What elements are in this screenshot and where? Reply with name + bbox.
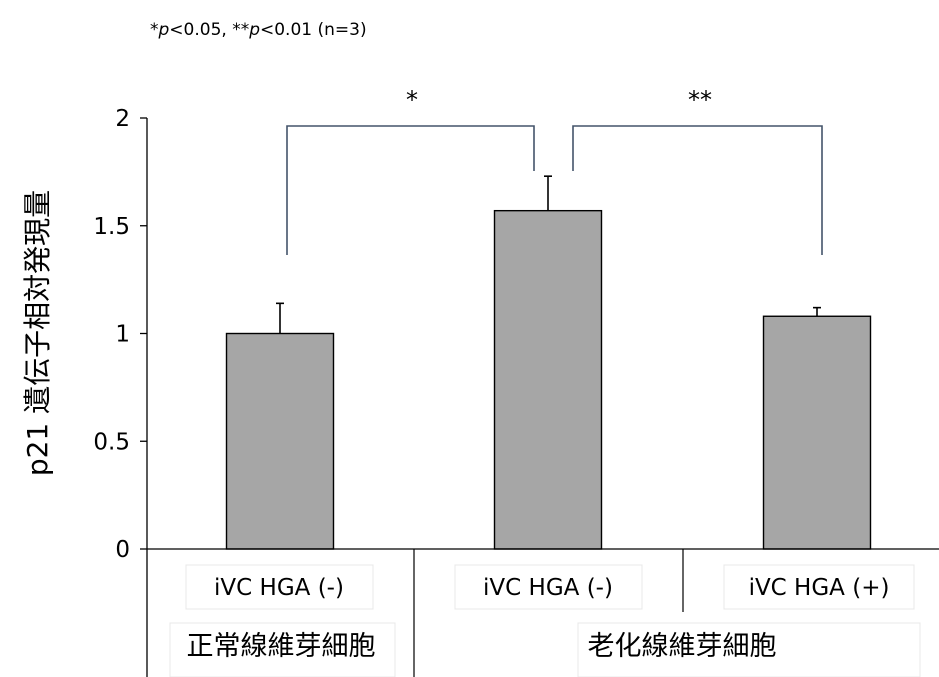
group-label-2: 老化線維芽細胞 xyxy=(588,631,777,662)
group-box-1 xyxy=(169,622,396,677)
category-labels: iVC HGA (-) iVC HGA (-) iVC HGA (+) xyxy=(214,575,889,601)
category-label-1: iVC HGA (-) xyxy=(214,575,344,601)
group-box-2 xyxy=(577,622,921,677)
y-ticks: 0 0.5 1 1.5 2 xyxy=(93,106,147,563)
bar-2 xyxy=(493,209,603,550)
category-label-3: iVC HGA (+) xyxy=(749,575,890,601)
sig-label-2: ** xyxy=(688,86,712,114)
note-part-3: p xyxy=(248,20,260,40)
group-labels: 正常線維芽細胞 老化線維芽細胞 xyxy=(187,631,777,662)
category-label-boxes xyxy=(169,564,921,677)
note-part-4: <0.01 (n=3) xyxy=(260,20,367,40)
y-tick-label: 0 xyxy=(115,537,130,563)
sig-bracket-1 xyxy=(286,125,535,255)
cat-box-3 xyxy=(723,564,915,610)
bar-1 xyxy=(225,332,335,550)
y-axis-label: p21 遺伝子相対発現量 xyxy=(21,190,54,476)
cat-box-1 xyxy=(185,564,374,610)
y-axis: 0 0.5 1 1.5 2 xyxy=(93,106,148,677)
y-tick-label: 1.5 xyxy=(93,214,130,240)
sig-label-1: * xyxy=(406,86,418,114)
y-tick-label: 2 xyxy=(115,106,130,132)
cat-box-2 xyxy=(454,564,643,610)
note-part-0: * xyxy=(150,20,159,40)
bar-3 xyxy=(762,315,872,550)
y-tick-label: 0.5 xyxy=(93,429,130,455)
significance-brackets: * ** xyxy=(286,86,823,255)
y-tick-label: 1 xyxy=(115,322,130,348)
note-part-1: p xyxy=(158,20,170,40)
note-part-2: <0.05, ** xyxy=(169,20,249,40)
category-label-2: iVC HGA (-) xyxy=(483,575,613,601)
significance-note: *p<0.05, **p<0.01 (n=3) xyxy=(150,20,367,40)
group-label-1: 正常線維芽細胞 xyxy=(187,631,376,662)
x-axis: iVC HGA (-) iVC HGA (-) iVC HGA (+) 正常線維芽細… xyxy=(147,548,939,677)
bars xyxy=(225,175,872,550)
sig-bracket-2 xyxy=(572,125,823,255)
